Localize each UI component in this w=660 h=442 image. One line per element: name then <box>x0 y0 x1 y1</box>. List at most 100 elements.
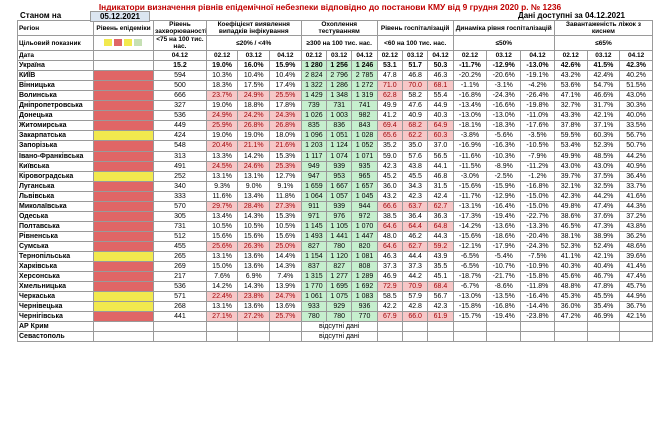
coef-value: 11.8% <box>269 190 302 202</box>
date-col: 04.12 <box>427 49 454 62</box>
dyn-value: -15.0% <box>520 190 555 202</box>
incidence-value: 15.2 <box>153 60 207 72</box>
beds-value: 51.5% <box>619 80 653 92</box>
table-row: КИЇВ 594 10.3% 10.4% 10.4% 2 824 2 796 2 785 47.… <box>17 70 653 82</box>
dyn-value: -15.6% <box>452 230 488 242</box>
region-name: Вінницька <box>17 80 94 92</box>
coef-value: 28.4% <box>237 200 271 212</box>
incidence-value: 570 <box>153 200 207 212</box>
date-col: 04.12 <box>619 49 653 62</box>
coef-value <box>205 321 239 333</box>
level-cell <box>92 90 155 102</box>
date-col: 02.12 <box>376 49 403 62</box>
testing-value: 780 <box>326 240 353 252</box>
dyn-value: -11.7% <box>452 190 488 202</box>
dyn-value: -3.1% <box>486 80 522 92</box>
empty-cell <box>401 321 429 333</box>
hosp-value: 63.7 <box>401 200 429 212</box>
dyn-value: -19.8% <box>520 100 555 112</box>
dyn-value: -20.2% <box>452 70 488 82</box>
testing-value: 1 028 <box>351 130 378 142</box>
region-name: Львівська <box>17 190 94 202</box>
empty-cell <box>520 331 555 343</box>
hosp-value: 56.7 <box>427 291 454 303</box>
coef-value: 13.6% <box>237 261 271 273</box>
testing-value: 1 429 <box>300 90 328 102</box>
empty-cell <box>619 321 653 333</box>
hosp-value: 55.4 <box>427 90 454 102</box>
incidence-value: 548 <box>153 140 207 152</box>
testing-value: 1 071 <box>351 150 378 162</box>
beds-value: 41.6% <box>619 190 653 202</box>
region-name: Чернівецька <box>17 301 94 313</box>
coef-value: 17.8% <box>269 100 302 112</box>
testing-value: 944 <box>351 200 378 212</box>
level-cell <box>92 140 155 152</box>
hosp-value: 65.6 <box>376 130 403 142</box>
hosp-value: 61.9 <box>427 311 454 323</box>
testing-value: 780 <box>326 311 353 323</box>
incidence-value: 340 <box>153 180 207 192</box>
dyn-value: -10.5% <box>520 140 555 152</box>
testing-value: 1 203 <box>300 140 328 152</box>
beds-value: 42.4% <box>586 70 621 82</box>
empty-cell <box>486 321 522 333</box>
beds-value: 46.5% <box>553 220 588 232</box>
hosp-value: 71.0 <box>376 80 403 92</box>
testing-value: 1 154 <box>300 250 328 263</box>
incidence-value: 333 <box>153 190 207 202</box>
coef-value: 14.3% <box>237 210 271 222</box>
testing-value: 1 447 <box>351 230 378 242</box>
hosp-value: 50.3 <box>427 60 454 72</box>
indicators-table: Регіон Рівень епідеміки Рівень захворювано… <box>17 20 654 343</box>
coef-value: 9.0% <box>237 180 271 192</box>
coef-value: 20.4% <box>205 140 239 152</box>
testing-value: 780 <box>300 311 328 323</box>
region-name: Івано-Франківська <box>17 150 94 162</box>
hosp-value: 31.5 <box>427 180 454 192</box>
dyn-value: -22.7% <box>520 210 555 222</box>
hosp-value: 37.0 <box>427 140 454 152</box>
dyn-value: -20.6% <box>486 70 522 82</box>
coef-value: 22.4% <box>205 291 239 303</box>
level-cell <box>92 240 155 252</box>
header-testing: Охоплення тестуванням <box>300 20 378 36</box>
hosp-value: 42.3 <box>376 160 403 172</box>
region-name: Київська <box>17 160 94 172</box>
region-name: Україна <box>17 60 94 72</box>
level-swatch <box>134 39 143 47</box>
hosp-value: 56.5 <box>427 150 454 162</box>
coef-value: 9.1% <box>269 180 302 192</box>
coef-value: 27.1% <box>205 311 239 323</box>
dyn-value: -23.8% <box>520 311 555 323</box>
table-row: Дніпропетровська 327 19.0% 18.8% 17.8% 739 731… <box>17 100 653 112</box>
testing-value: 731 <box>326 100 353 112</box>
coef-value: 15.0% <box>205 261 239 273</box>
table-row: Сумська 455 25.6% 26.3% 25.0% 827 780 820 64.6 62… <box>17 240 653 252</box>
coef-value: 10.4% <box>237 70 271 82</box>
coef-value: 13.9% <box>269 281 302 293</box>
hosp-value: 44.3 <box>427 230 454 242</box>
level-cell <box>92 281 155 293</box>
hosp-value: 62.8 <box>376 90 403 102</box>
level-cell <box>92 311 155 323</box>
level-cell <box>92 80 155 92</box>
beds-value: 37.5% <box>586 170 621 182</box>
hosp-value: 69.4 <box>376 120 403 132</box>
coef-value: 13.1% <box>237 170 271 182</box>
hosp-value: 62.7 <box>401 240 429 252</box>
coef-value: 7.4% <box>269 271 302 283</box>
beds-value: 47.4% <box>586 200 621 212</box>
beds-value: 31.7% <box>586 100 621 112</box>
target-level-swatches <box>92 35 155 51</box>
dyn-value: -11.6% <box>452 150 488 162</box>
level-swatch <box>124 39 133 47</box>
hosp-value: 68.2 <box>401 120 429 132</box>
date-col: 02.12 <box>452 49 488 62</box>
hosp-value: 59.0 <box>376 150 403 162</box>
hosp-value: 40.9 <box>401 110 429 122</box>
beds-value: 43.0% <box>586 160 621 172</box>
testing-value: 1 289 <box>351 271 378 283</box>
hosp-value: 68.1 <box>427 80 454 92</box>
table-row: Хмельницька 536 14.2% 14.3% 13.9% 1 770 1 695 1… <box>17 281 653 293</box>
